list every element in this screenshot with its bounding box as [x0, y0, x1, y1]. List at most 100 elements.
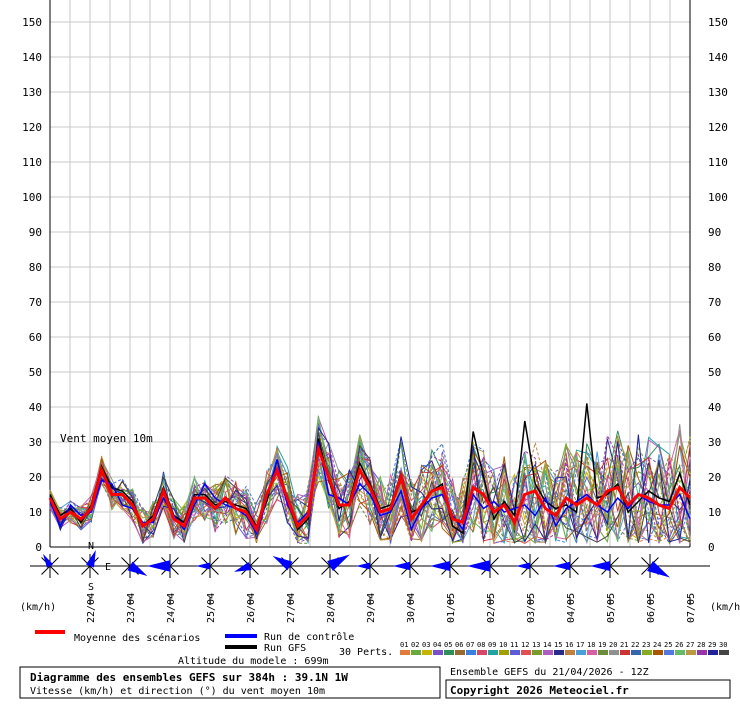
- y-tick-label-left: 110: [22, 156, 42, 169]
- pert-legend-swatch: [587, 650, 597, 655]
- pert-legend-swatch: [609, 650, 619, 655]
- pert-legend-label: 27: [686, 641, 694, 649]
- chart-annotation: Vent moyen 10m: [60, 432, 153, 445]
- pert-legend-swatch: [697, 650, 707, 655]
- y-tick-label-left: 150: [22, 16, 42, 29]
- y-tick-label-right: 80: [708, 261, 721, 274]
- y-tick-label-left: 120: [22, 121, 42, 134]
- altitude-label: Altitude du modele : 699m: [178, 656, 329, 667]
- pert-legend-label: 24: [653, 641, 661, 649]
- y-tick-label-left: 130: [22, 86, 42, 99]
- pert-legend-swatch: [510, 650, 520, 655]
- pert-legend-swatch: [598, 650, 608, 655]
- date-label: 06/05: [646, 593, 657, 623]
- legend-mean-swatch: [35, 630, 65, 634]
- y-tick-label-right: 10: [708, 506, 721, 519]
- control-line: [49, 441, 691, 535]
- pert-legend-label: 30: [719, 641, 727, 649]
- pert-legend-label: 17: [576, 641, 584, 649]
- pert-legend-label: 15: [554, 641, 562, 649]
- y-tick-label-left: 70: [29, 296, 42, 309]
- copyright-box: [445, 679, 731, 699]
- wind-arrow: [327, 554, 350, 571]
- pert-legend-swatch: [543, 650, 553, 655]
- pert-legend-swatch: [477, 650, 487, 655]
- wind-arrow: [516, 562, 530, 570]
- wind-arrow: [272, 556, 293, 571]
- pert-legend-label: 29: [708, 641, 716, 649]
- legend-mean-label: Moyenne des scénarios: [74, 632, 200, 644]
- wind-arrow: [356, 562, 370, 570]
- wind-arrow: [393, 561, 410, 571]
- date-label: 07/05: [686, 593, 697, 623]
- pert-legend-swatch: [631, 650, 641, 655]
- info-subtitle: Vitesse (km/h) et direction (°) du vent …: [30, 686, 325, 697]
- date-label: 02/05: [486, 593, 497, 623]
- compass-n: N: [88, 541, 94, 552]
- date-label: 30/04: [406, 593, 417, 623]
- wind-arrow: [647, 561, 670, 578]
- pert-line: [49, 426, 691, 543]
- pert-legend-label: 14: [543, 641, 551, 649]
- y-tick-label-right: 60: [708, 331, 721, 344]
- wind-direction-strip: [30, 550, 710, 578]
- legend: Moyenne des scénarios Run de contrôle Ru…: [35, 630, 729, 658]
- date-label: 04/05: [566, 593, 577, 623]
- pert-legend-label: 19: [598, 641, 606, 649]
- wind-arrow: [590, 561, 610, 571]
- y-tick-label-right: 140: [708, 51, 728, 64]
- legend-perts-label: 30 Perts.: [339, 647, 393, 658]
- pert-legend-label: 18: [587, 641, 595, 649]
- wind-arrow: [467, 560, 490, 572]
- pert-legend-label: 22: [631, 641, 639, 649]
- pert-legend-swatch: [686, 650, 696, 655]
- pert-legend-label: 16: [565, 641, 573, 649]
- pert-legend-swatch: [444, 650, 454, 655]
- wind-arrow: [553, 561, 570, 571]
- pert-legend-label: 08: [477, 641, 485, 649]
- y-ticks-left: 0 10 20 30 40 50 60 70 80 90 100 110 120 130 140 150: [22, 16, 42, 554]
- info-title: Diagramme des ensembles GEFS sur 384h : …: [30, 671, 348, 684]
- pert-legend-swatch: [565, 650, 575, 655]
- wind-arrow: [127, 561, 148, 576]
- pert-legend-label: 26: [675, 641, 683, 649]
- y-tick-label-right: 20: [708, 471, 721, 484]
- y-tick-label-left: 10: [29, 506, 42, 519]
- info-box: [19, 666, 441, 699]
- date-label: 22/04: [86, 593, 97, 623]
- pert-legend-label: 13: [532, 641, 540, 649]
- y-tick-label-left: 40: [29, 401, 42, 414]
- pert-legend: 01 02 03 04 05 06 07 08 09 10 11 12 13 14 15 16 17 18 19 20…: [400, 641, 729, 655]
- y-tick-label-left: 90: [29, 226, 42, 239]
- date-label: 23/04: [126, 593, 137, 623]
- date-label: 26/04: [246, 593, 257, 623]
- date-label: 01/05: [446, 593, 457, 623]
- pert-legend-label: 06: [455, 641, 463, 649]
- y-tick-label-right: 70: [708, 296, 721, 309]
- y-tick-label-right: 0: [708, 541, 715, 554]
- date-label: 25/04: [206, 593, 217, 623]
- pert-legend-swatch: [422, 650, 432, 655]
- y-tick-label-right: 40: [708, 401, 721, 414]
- pert-legend-swatch: [653, 650, 663, 655]
- wind-arrow: [196, 562, 210, 570]
- pert-legend-swatch: [400, 650, 410, 655]
- pert-legend-swatch: [554, 650, 564, 655]
- pert-legend-swatch: [719, 650, 729, 655]
- y-tick-label-left: 60: [29, 331, 42, 344]
- y-tick-label-left: 30: [29, 436, 42, 449]
- date-label: 05/05: [606, 593, 617, 623]
- pert-legend-swatch: [455, 650, 465, 655]
- y-tick-label-left: 50: [29, 366, 42, 379]
- y-tick-label-right: 130: [708, 86, 728, 99]
- date-label: 03/05: [526, 593, 537, 623]
- main-lines: [48, 403, 692, 535]
- y-tick-label-left: 0: [35, 541, 42, 554]
- pert-legend-swatch: [411, 650, 421, 655]
- unit-left: (km/h): [20, 602, 56, 613]
- pert-legend-label: 28: [697, 641, 705, 649]
- legend-control-label: Run de contrôle: [264, 631, 354, 643]
- date-label: 24/04: [166, 593, 177, 623]
- legend-gfs-swatch: [225, 645, 257, 649]
